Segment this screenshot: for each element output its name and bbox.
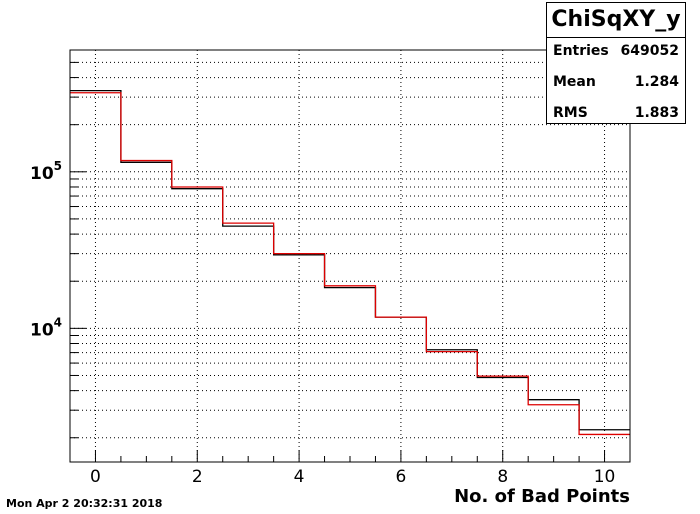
histogram-series [70,89,630,431]
x-axis-title: No. of Bad Points [454,486,630,507]
stats-key: RMS [553,105,588,121]
y-tick-label: 105 [30,159,62,184]
stats-row-rms: RMS 1.883 [553,103,679,123]
x-tick-label: 10 [594,467,616,487]
ticks [69,49,631,462]
grid [70,49,630,462]
timestamp: Mon Apr 2 20:32:31 2018 [6,497,163,510]
x-tick-label: 4 [294,467,305,487]
x-tick-label: 8 [497,467,508,487]
stats-row-entries: Entries 649052 [553,41,679,61]
stats-key: Entries [553,43,609,59]
stats-row-mean: Mean 1.284 [553,72,679,92]
series-layer [70,89,630,436]
x-tick-label: 0 [90,467,101,487]
stats-title: ChiSqXY_y [547,3,685,38]
stats-value: 649052 [620,43,679,59]
stats-key: Mean [553,74,596,90]
stats-value: 1.883 [634,105,679,121]
x-tick-label: 6 [395,467,406,487]
y-tick-label: 104 [30,315,62,340]
tick-labels: 0 2 4 6 8 10 104 105 [30,159,615,487]
stats-value: 1.284 [634,74,679,90]
stats-box: ChiSqXY_y Entries 649052 Mean 1.284 RMS … [546,2,686,124]
x-tick-label: 2 [192,467,203,487]
histogram-series [70,92,630,436]
